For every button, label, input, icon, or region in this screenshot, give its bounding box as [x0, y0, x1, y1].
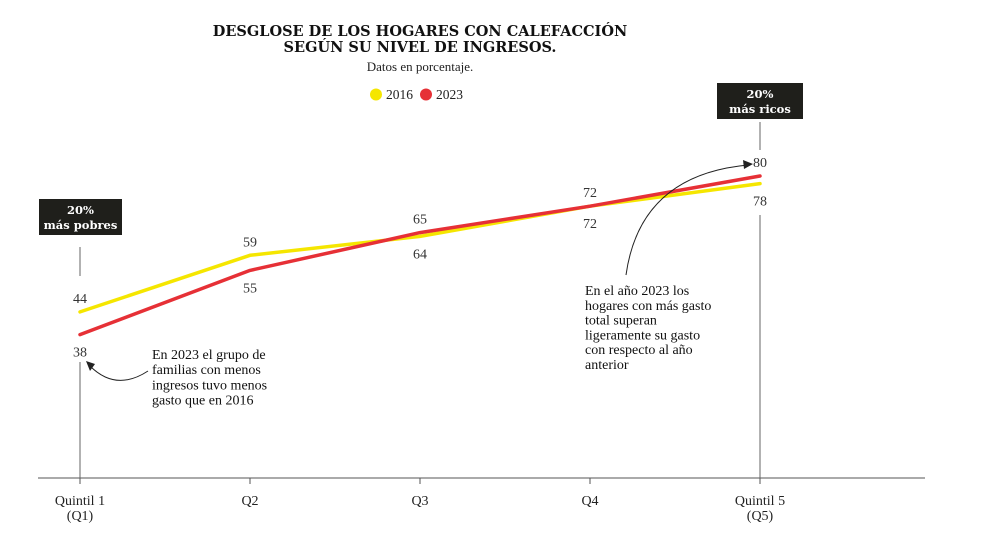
data-label: 38: [73, 346, 87, 361]
legend-label-2016: 2016: [386, 87, 413, 102]
annotation-text: En el año 2023 los: [585, 284, 689, 299]
legend: 2016 2023: [370, 87, 463, 102]
x-tick-label: Q4: [581, 494, 598, 509]
annotation-text: ingresos tuvo menos: [152, 378, 267, 393]
arrowhead-right: [743, 160, 753, 169]
data-label: 72: [583, 217, 597, 232]
legend-swatch-2023: [420, 88, 432, 101]
chart-title-line: DESGLOSE DE LOS HOGARES CON CALEFACCIÓN: [213, 22, 627, 40]
annotation-text: familias con menos: [152, 363, 261, 378]
chart-subtitle: Datos en porcentaje.: [367, 59, 473, 74]
series-lines: [78, 174, 762, 337]
x-tick-label: (Q5): [747, 509, 774, 524]
data-label: 65: [413, 213, 427, 228]
annotation-text: total superan: [585, 314, 657, 329]
arrowhead-left: [86, 361, 95, 371]
x-tick-label: Q2: [241, 494, 258, 509]
annotation-text: hogares con más gasto: [585, 299, 711, 314]
data-label: 78: [753, 195, 767, 210]
chart-title-group: DESGLOSE DE LOS HOGARES CON CALEFACCIÓNS…: [213, 22, 627, 56]
data-label: 72: [583, 186, 597, 201]
value-labels: 44 38 59 55 65 64 72 72 80 78: [73, 156, 767, 361]
legend-swatch-2016: [370, 88, 382, 101]
annotation-text: En 2023 el grupo de: [152, 348, 266, 363]
badge-text: más ricos: [729, 102, 791, 116]
data-label: 55: [243, 281, 257, 296]
series-line-2023: [78, 174, 762, 337]
annotation-text: ligeramente su gasto: [585, 328, 700, 343]
x-tick-label: Q3: [411, 494, 428, 509]
annotation-text: gasto que en 2016: [152, 394, 253, 409]
legend-label-2023: 2023: [436, 87, 463, 102]
x-tick-label: Quintil 1: [55, 494, 105, 509]
series-line-2016: [78, 181, 762, 314]
data-label: 64: [413, 247, 427, 262]
x-tick-label: (Q1): [67, 509, 94, 524]
data-label: 80: [753, 156, 767, 171]
badge-text: 20%: [67, 203, 94, 217]
data-label: 44: [73, 292, 87, 307]
data-label: 59: [243, 235, 257, 250]
badge-box: [39, 199, 122, 235]
annotation-arrow-left: [89, 365, 149, 381]
x-tick-label: Quintil 5: [735, 494, 785, 509]
annotation-text: con respecto al año: [585, 343, 693, 358]
chart-title-line: SEGÚN SU NIVEL DE INGRESOS.: [284, 38, 557, 56]
annotation-text: anterior: [585, 358, 629, 373]
annotation-arrow-right: [625, 164, 749, 276]
badge-text: 20%: [747, 87, 774, 101]
badge-text: más pobres: [44, 218, 118, 232]
axes: Quintil 1(Q1) Q2 Q3 Q4 Quintil 5(Q5): [38, 122, 925, 524]
badge-box: [717, 83, 803, 119]
